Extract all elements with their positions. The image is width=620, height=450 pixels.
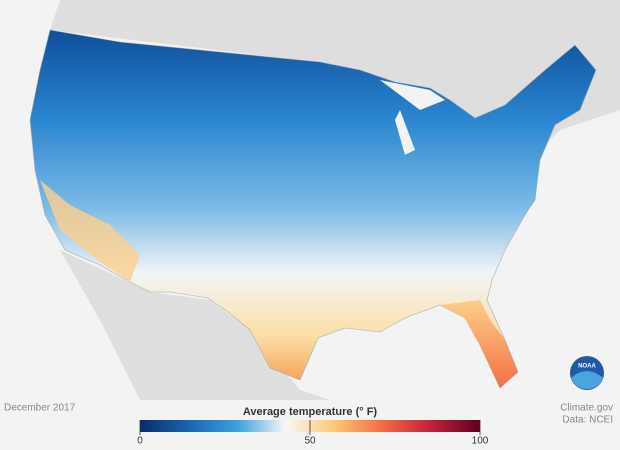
southwest-warm-region xyxy=(40,180,140,282)
florida-warm-region xyxy=(440,300,518,388)
credit: Data: NCEI xyxy=(562,415,613,426)
colorbar-tick-label: 100 xyxy=(472,436,489,447)
noaa-logo-wave xyxy=(571,371,603,390)
legend-title: Average temperature (° F) xyxy=(243,406,378,418)
noaa-logo-text: NOAA xyxy=(578,364,596,370)
great-lakes xyxy=(380,80,445,155)
colorbar-tick-label: 50 xyxy=(304,436,316,447)
credit: Climate.gov xyxy=(560,403,613,414)
mexico xyxy=(60,250,330,400)
date-label: December 2017 xyxy=(4,403,76,414)
colorbar-tick-label: 0 xyxy=(137,436,143,447)
